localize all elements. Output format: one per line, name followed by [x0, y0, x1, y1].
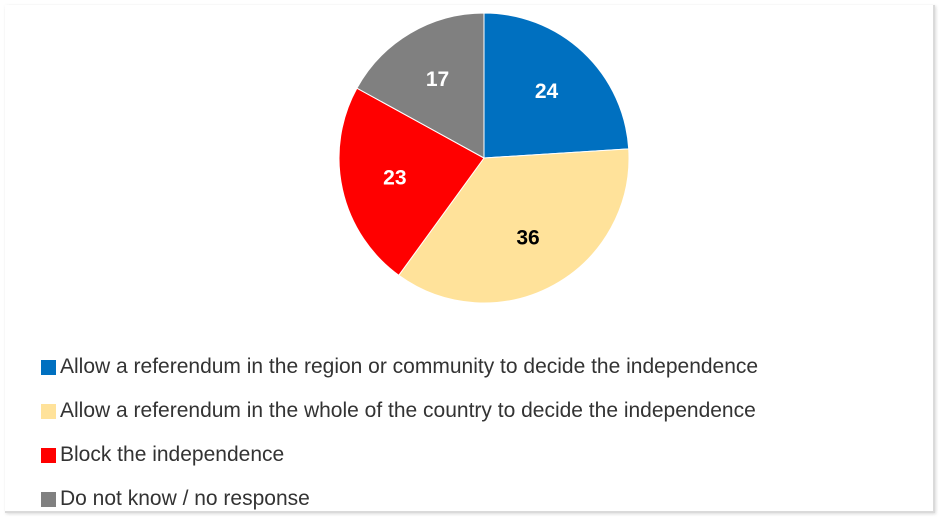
pie-slice-region-referendum: [483, 12, 630, 159]
slice-value-label-country-referendum: 36: [516, 227, 539, 250]
legend-swatch-region-referendum: [41, 359, 56, 375]
legend-item-block-independence: Block the independence: [41, 433, 758, 477]
legend-item-dont-know: Do not know / no response: [41, 477, 758, 521]
legend: Allow a referendum in the region or comm…: [41, 345, 758, 521]
legend-swatch-dont-know: [41, 491, 56, 507]
legend-label-dont-know: Do not know / no response: [60, 487, 310, 510]
legend-label-country-referendum: Allow a referendum in the whole of the c…: [60, 399, 756, 422]
slice-value-label-block-independence: 23: [383, 166, 406, 189]
pie-slice-country-referendum: [398, 148, 630, 304]
chart-frame: 24 36 23 17 Allow a referendum in the regio…: [5, 5, 935, 513]
legend-swatch-block-independence: [41, 447, 56, 463]
pie-slice-dont-know: [356, 12, 485, 159]
legend-label-region-referendum: Allow a referendum in the region or comm…: [60, 355, 759, 378]
pie-slice-block-independence: [338, 87, 485, 277]
pie-chart: 24 36 23 17: [338, 12, 630, 304]
legend-item-region-referendum: Allow a referendum in the region or comm…: [41, 345, 758, 389]
legend-label-block-independence: Block the independence: [60, 443, 285, 466]
legend-item-country-referendum: Allow a referendum in the whole of the c…: [41, 389, 758, 433]
slice-value-label-dont-know: 17: [426, 68, 449, 91]
legend-swatch-country-referendum: [41, 403, 56, 419]
slice-value-label-region-referendum: 24: [535, 80, 559, 103]
